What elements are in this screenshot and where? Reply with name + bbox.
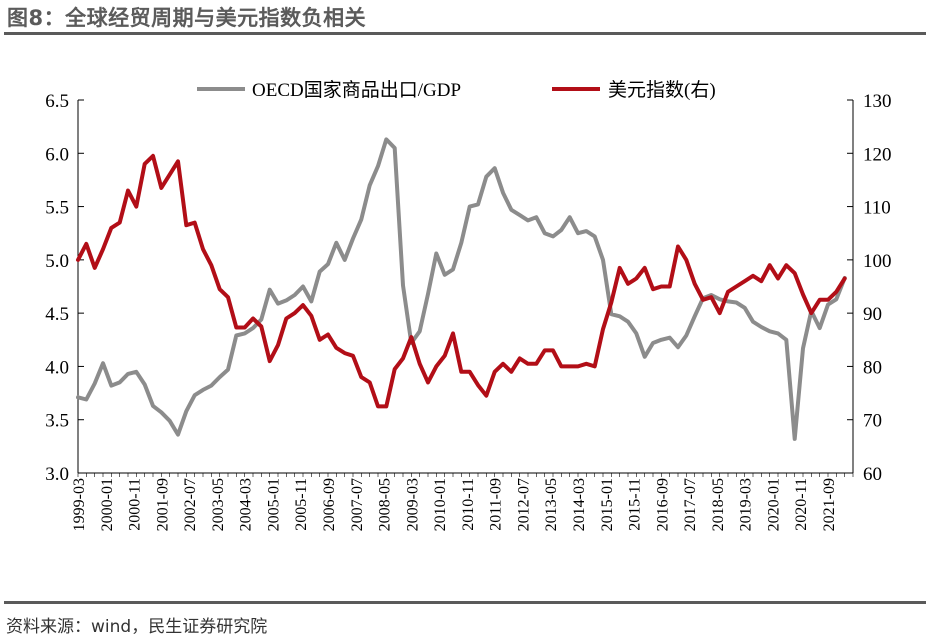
x-tick-label: 2000-01 [99,478,116,531]
line-chart: OECD国家商品出口/GDP 美元指数(右) 3.0 3.5 4.0 4.5 5.0 5.… [45,79,891,531]
x-tick-label: 2010-01 [432,478,449,531]
y-right-tick-label: 80 [863,357,882,378]
y-right-tick-label: 90 [863,304,882,325]
page-title: 图8：全球经贸周期与美元指数负相关 [7,6,367,30]
x-tick-label: 2001-09 [154,478,171,531]
x-tick-label: 2016-09 [654,478,671,531]
x-tick-label: 2011-09 [488,478,505,531]
series-line-oecd [76,137,847,441]
x-tick-label: 2005-11 [293,478,310,531]
y-right-tick-label: 110 [863,198,891,219]
x-tick-label: 2015-11 [627,478,644,531]
y-left-tick-label: 5.5 [45,198,69,219]
legend: OECD国家商品出口/GDP 美元指数(右) [197,79,716,101]
x-tick-label: 2008-05 [377,478,394,531]
x-tick-label: 2006-09 [321,478,338,531]
y-left-tick-label: 6.5 [45,91,69,112]
legend-label-dxy: 美元指数(右) [608,79,716,101]
x-tick-label: 2010-11 [460,478,477,531]
y-right-tick-label: 70 [863,411,882,432]
x-tick-label: 2014-03 [571,478,588,531]
y-left-tick-label: 6.0 [45,144,69,165]
x-tick-label: 2020-01 [765,478,782,531]
y-left-tick-label: 3.0 [45,464,69,485]
x-tick-label: 2012-07 [515,478,532,531]
x-tick-label: 2009-03 [404,478,421,531]
header-rule [4,32,926,35]
x-tick-label: 2018-05 [710,478,727,531]
y-right-tick-label: 120 [863,144,892,165]
x-tick-label: 1999-03 [71,478,88,531]
x-tick-label: 2002-07 [182,478,199,531]
x-tick-label: 2013-05 [543,478,560,531]
x-tick-label: 2003-05 [210,478,227,531]
legend-label-oecd: OECD国家商品出口/GDP [252,79,461,101]
footer-rule [4,601,926,604]
x-tick-label: 2007-07 [349,478,366,531]
y-left-tick-label: 4.0 [45,357,69,378]
source-note: 资料来源：wind，民生证券研究院 [6,617,268,637]
series-line-dxy [76,153,847,409]
y-right-tick-label: 130 [863,91,892,112]
x-tick-label: 2019-03 [738,478,755,531]
x-tick-label: 2005-01 [265,478,282,531]
x-tick-label: 2000-11 [127,478,144,531]
x-tick-label: 2017-07 [682,478,699,531]
x-tick-label: 2020-11 [793,478,810,531]
y-right-tick-label: 60 [863,464,882,485]
y-right-tick-label: 100 [863,251,892,272]
x-tick-label: 2004-03 [238,478,255,531]
axes: 3.0 3.5 4.0 4.5 5.0 5.5 6.0 6.5 60 70 80 90 100 110 12… [45,91,891,531]
x-tick-label: 2015-01 [599,478,616,531]
x-tick-label: 2021-09 [821,478,838,531]
y-left-tick-label: 4.5 [45,304,69,325]
y-left-tick-label: 5.0 [45,251,69,272]
y-left-tick-label: 3.5 [45,411,69,432]
series-group [76,137,847,441]
